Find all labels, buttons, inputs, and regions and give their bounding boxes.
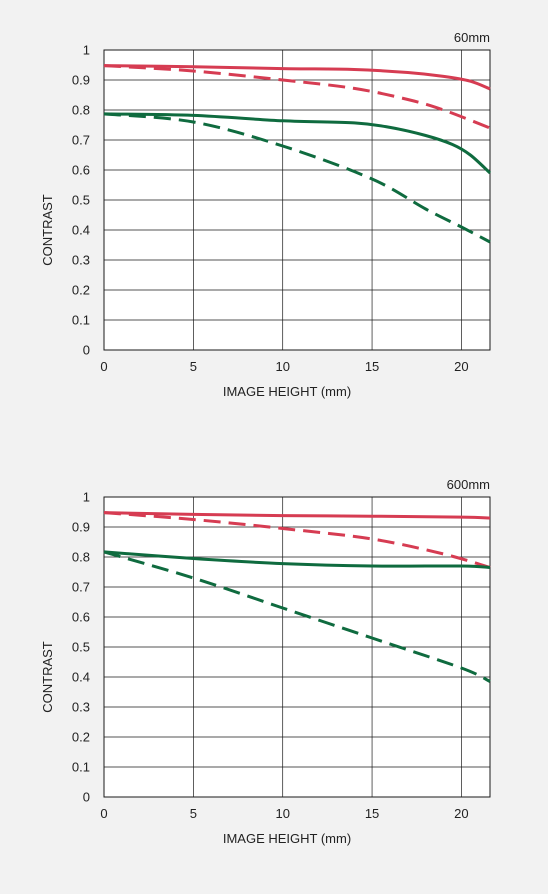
- y-tick-label: 0.3: [72, 253, 90, 268]
- x-tick-label: 0: [100, 359, 107, 374]
- y-tick-label: 0.8: [72, 550, 90, 565]
- y-tick-label: 0.7: [72, 580, 90, 595]
- mtf-chart-1: 00.10.20.30.40.50.60.70.80.910 5 10 15 20IMA…: [40, 30, 492, 399]
- y-tick-label: 0.9: [72, 520, 90, 535]
- series-line-2-dashed: [103, 64, 491, 130]
- mtf-chart-2: 00.10.20.30.40.50.60.70.80.910 5 10 15 20IMA…: [40, 477, 491, 846]
- y-tick-label: 0.2: [72, 730, 90, 745]
- series-line-4-dashed: [103, 112, 491, 244]
- y-axis-title: CONTRAST: [40, 641, 55, 713]
- y-tick-label: 0.2: [72, 283, 90, 298]
- y-tick-label: 0: [83, 343, 90, 358]
- y-tick-label: 0.5: [72, 640, 90, 655]
- x-tick-label: 15: [365, 806, 379, 821]
- x-tick-label: 10: [275, 359, 289, 374]
- x-tick-label: 5: [190, 359, 197, 374]
- y-tick-label: 0.8: [72, 103, 90, 118]
- y-tick-label: 0.3: [72, 700, 90, 715]
- y-tick-label: 0.7: [72, 133, 90, 148]
- series-line-3-solid: [103, 550, 491, 569]
- x-tick-label: 10: [275, 806, 289, 821]
- x-tick-label: 0: [100, 806, 107, 821]
- y-tick-label: 0.6: [72, 163, 90, 178]
- x-tick-label: 15: [365, 359, 379, 374]
- x-tick-label: 5: [190, 806, 197, 821]
- x-axis-title: IMAGE HEIGHT (mm): [223, 831, 351, 846]
- y-tick-label: 0: [83, 790, 90, 805]
- x-axis-title: IMAGE HEIGHT (mm): [223, 384, 351, 399]
- y-tick-label: 0.5: [72, 193, 90, 208]
- y-tick-label: 0.1: [72, 313, 90, 328]
- series-line-4-dashed: [103, 550, 491, 683]
- focal-length-label: 600mm: [447, 477, 490, 492]
- y-tick-label: 0.9: [72, 73, 90, 88]
- x-tick-label: 20: [454, 806, 468, 821]
- y-tick-label: 0.4: [72, 223, 90, 238]
- y-axis-title: CONTRAST: [40, 194, 55, 266]
- series-line-3-solid: [103, 112, 492, 175]
- series-line-1-solid: [103, 511, 491, 520]
- focal-length-label: 60mm: [454, 30, 490, 45]
- y-tick-label: 0.6: [72, 610, 90, 625]
- x-tick-label: 20: [454, 359, 468, 374]
- y-tick-label: 0.1: [72, 760, 90, 775]
- y-tick-label: 1: [83, 490, 90, 505]
- series-line-1-solid: [103, 64, 491, 91]
- y-tick-label: 1: [83, 43, 90, 58]
- y-tick-label: 0.4: [72, 670, 90, 685]
- series-line-2-dashed: [103, 511, 491, 569]
